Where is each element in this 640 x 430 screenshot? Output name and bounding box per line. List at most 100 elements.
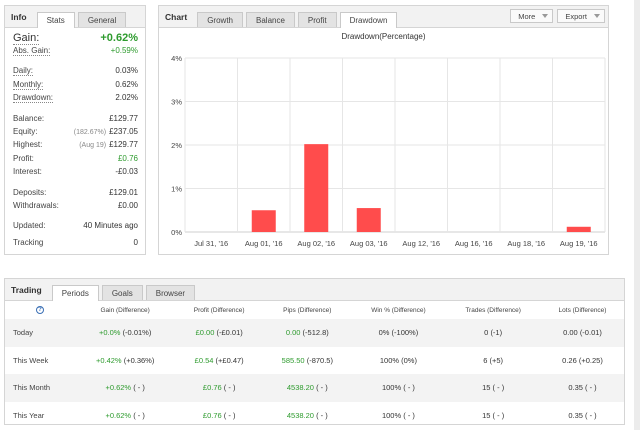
lots-difference: (-0.01) (579, 328, 602, 338)
highest-label: Highest: (13, 140, 43, 150)
abs-gain-label[interactable]: Abs. Gain: (13, 46, 51, 56)
pips-cell: 4538.20 ( - ) (263, 374, 352, 402)
trades-cell: 15 ( - ) (445, 402, 541, 430)
gain-label[interactable]: Gain: (13, 32, 40, 45)
pips-cell: 0.00 (-512.8) (263, 319, 352, 347)
export-button[interactable]: Export (557, 9, 605, 23)
period-label: This Month (5, 374, 75, 402)
abs-gain-value: +0.59% (110, 46, 138, 55)
tab-drawdown[interactable]: Drawdown (339, 12, 398, 28)
lots-value: 0.26 (562, 355, 577, 365)
profit-difference: ( - ) (223, 383, 236, 393)
equity-row: Equity: (182.67%) £237.05 (13, 127, 138, 140)
updated-value: 40 Minutes ago (83, 221, 138, 231)
trades-difference: (-1) (490, 328, 503, 338)
tab-balance[interactable]: Balance (246, 12, 295, 27)
deposits-value: £129.01 (109, 187, 138, 197)
trading-panel: Trading Periods Goals Browser ? Gain (Di… (4, 278, 625, 425)
withdrawals-label: Withdrawals: (13, 200, 59, 210)
daily-label[interactable]: Daily: (13, 66, 34, 77)
profit-cell: £0.76 ( - ) (175, 402, 263, 430)
more-label: More (518, 11, 536, 21)
gain-value: +0.0% (98, 328, 121, 338)
drawdown-label[interactable]: Drawdown: (13, 93, 54, 104)
x-tick-label: Aug 12, '16 (402, 239, 440, 248)
win-difference: (-100%) (391, 328, 419, 338)
profit-row: Profit: £0.76 (13, 154, 138, 167)
gain-value: +0.62% (100, 32, 138, 44)
drawdown-value: 2.02% (115, 93, 138, 103)
updated-label: Updated: (13, 221, 46, 231)
win-difference: ( - ) (403, 410, 415, 420)
period-label: This Year (13, 410, 45, 420)
profit-cell: £0.76 ( - ) (175, 374, 264, 402)
win-value: 100% (381, 410, 402, 420)
tracking-label: Tracking (13, 237, 44, 247)
more-button[interactable]: More (510, 9, 554, 23)
x-tick-label: Aug 19, '16 (560, 239, 598, 248)
table-header-row: ? Gain (Difference) Profit (Difference) … (5, 301, 624, 319)
abs-gain-row: Abs. Gain: +0.59% (13, 46, 138, 59)
gain-cell: +0.62% ( - ) (75, 402, 175, 430)
tab-periods[interactable]: Periods (51, 285, 99, 301)
daily-value: 0.03% (115, 66, 138, 76)
tab-general[interactable]: General (77, 12, 127, 27)
gain-value: +0.62% (105, 410, 132, 420)
win-cell: 100% (0%) (352, 347, 446, 375)
drawdown-bar (251, 210, 276, 232)
pips-value: 4538.20 (286, 410, 314, 420)
lots-difference: (+0.25) (578, 355, 603, 365)
lots-cell: 0.35 ( - ) (541, 402, 624, 430)
trading-panel-header: Trading Periods Goals Browser (5, 279, 624, 301)
col-gain: Gain (Difference) (100, 306, 150, 314)
scrollbar[interactable] (634, 0, 640, 430)
tab-stats[interactable]: Stats (36, 12, 75, 28)
pips-cell: 585.50 (-870.5) (263, 347, 352, 375)
lots-cell: 0.00 (-0.01) (541, 319, 624, 347)
pips-difference: (-870.5) (306, 355, 333, 365)
tracking-value: 0 (133, 237, 138, 247)
x-tick-label: Aug 16, '16 (455, 239, 493, 248)
lots-difference: ( - ) (585, 383, 597, 393)
tab-profit[interactable]: Profit (297, 12, 337, 27)
gain-cell: +0.42% (+0.36%) (75, 347, 175, 375)
highest-row: Highest: (Aug 19) £129.77 (13, 140, 138, 153)
gain-cell: +0.0% (-0.01%) (75, 319, 176, 347)
chevron-down-icon (594, 14, 600, 18)
table-row: Today +0.0% (-0.01%) £0.00 (-£0.01) 0.00 (-… (5, 319, 624, 347)
trades-cell: 0 (-1) (445, 319, 542, 347)
trades-difference: ( - ) (492, 383, 505, 393)
gain-value: +0.42% (95, 355, 122, 365)
pips-value: 585.50 (281, 355, 305, 365)
tab-growth[interactable]: Growth (197, 12, 243, 27)
y-tick-label: 1% (171, 185, 182, 194)
gain-row: Gain: +0.62% (13, 32, 138, 46)
x-tick-label: Aug 02, '16 (297, 239, 335, 248)
info-icon-cell: ? (5, 301, 75, 319)
pips-difference: ( - ) (316, 383, 328, 393)
profit-cell: £0.00 (-£0.01) (175, 319, 264, 347)
withdrawals-row: Withdrawals: £0.00 (13, 201, 138, 214)
gain-cell: +0.62% ( - ) (75, 374, 176, 402)
trades-value: 0 (484, 328, 489, 338)
monthly-label[interactable]: Monthly: (13, 79, 44, 90)
profit-cell: £0.54 (+£0.47) (175, 347, 263, 375)
y-tick-label: 4% (171, 54, 182, 63)
win-cell: 0% (-100%) (351, 319, 446, 347)
tab-goals[interactable]: Goals (101, 285, 143, 300)
profit-difference: (-£0.01) (216, 328, 243, 338)
win-difference: ( - ) (403, 383, 415, 393)
info-icon[interactable]: ? (36, 306, 44, 314)
col-win: Win % (Difference) (371, 306, 426, 314)
info-panel: Info Stats General Gain: +0.62% Abs. Gai… (4, 5, 146, 255)
chevron-down-icon (542, 14, 549, 18)
x-tick-label: Aug 03, '16 (350, 239, 388, 248)
tab-browser[interactable]: Browser (145, 285, 196, 300)
chart-panel-header: Chart Growth Balance Profit Drawdown Mor… (159, 6, 608, 28)
trades-difference: ( - ) (492, 410, 505, 420)
profit-label: Profit: (13, 153, 34, 163)
win-value: 100% (379, 355, 400, 365)
lots-difference: ( - ) (585, 410, 597, 420)
trading-panel-title: Trading (11, 284, 42, 295)
highest-value: £129.77 (109, 140, 138, 150)
